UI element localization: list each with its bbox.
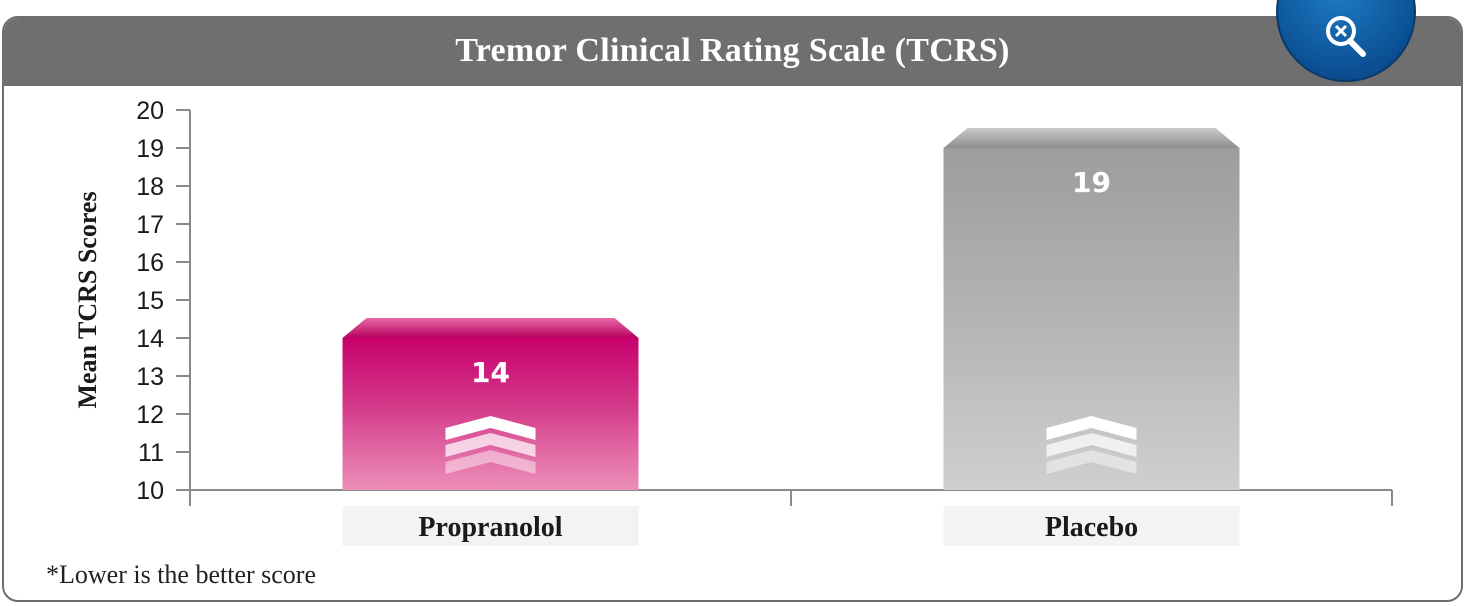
y-tick-label: 18 — [136, 173, 164, 201]
y-axis-label: Mean TCRS Scores — [73, 191, 102, 408]
chevron-icon — [1046, 450, 1137, 474]
zoom-magnifier-icon[interactable] — [1320, 14, 1376, 64]
category-label-box — [943, 506, 1240, 546]
chevron-icon — [1046, 433, 1137, 457]
y-tick-label: 10 — [136, 477, 164, 505]
category-label-box — [342, 506, 639, 546]
axis-layer: 10 11 12 13 14 15 16 17 18 19 20 — [136, 97, 1393, 506]
y-tick-label: 12 — [136, 401, 164, 429]
bar — [342, 338, 639, 490]
bar-value-label: 19 — [1072, 166, 1111, 199]
y-tick-label: 20 — [136, 97, 164, 125]
chevron-icon — [1046, 416, 1137, 440]
bar-layer: 14 Propranolol 19 Placebo — [342, 128, 1240, 546]
bar-cap — [342, 318, 639, 338]
chevron-icon — [445, 416, 536, 440]
y-tick-label: 11 — [138, 439, 164, 467]
y-tick-label: 14 — [136, 325, 164, 353]
footnote: *Lower is the better score — [46, 560, 317, 589]
category-label: Placebo — [1045, 512, 1138, 543]
bar-value-label: 14 — [471, 356, 510, 389]
chevron-icon — [445, 450, 536, 474]
y-tick-label: 19 — [136, 135, 164, 163]
y-tick-label: 16 — [136, 249, 164, 277]
chevron-icon — [445, 433, 536, 457]
chart-title: Tremor Clinical Rating Scale (TCRS) — [455, 32, 1010, 69]
chart-header: Tremor Clinical Rating Scale (TCRS) — [4, 18, 1461, 86]
y-tick-label: 15 — [136, 287, 164, 315]
y-tick-label: 17 — [136, 211, 164, 239]
y-tick-label: 13 — [136, 363, 164, 391]
category-label: Propranolol — [418, 512, 562, 543]
bar-cap — [943, 128, 1240, 148]
